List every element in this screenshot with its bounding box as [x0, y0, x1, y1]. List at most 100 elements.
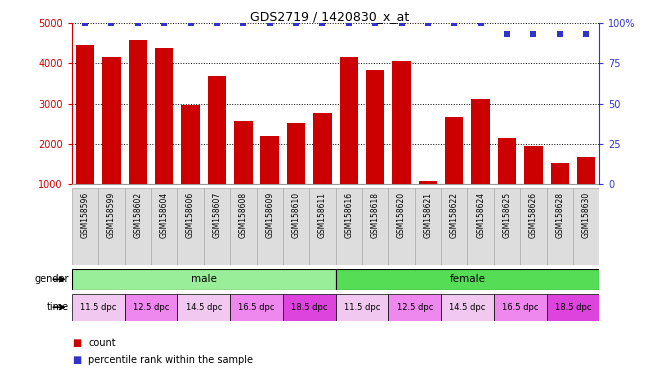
Text: male: male — [191, 274, 216, 285]
Point — [528, 31, 539, 37]
Point — [422, 20, 433, 26]
Bar — [577, 157, 595, 184]
Text: GSM158628: GSM158628 — [555, 192, 564, 238]
Text: GSM158618: GSM158618 — [371, 192, 379, 238]
Bar — [287, 123, 306, 184]
Point — [185, 20, 196, 26]
Bar — [494, 188, 520, 265]
Bar — [125, 188, 151, 265]
Text: GSM158630: GSM158630 — [581, 192, 591, 238]
Text: GSM158625: GSM158625 — [502, 192, 512, 238]
Text: percentile rank within the sample: percentile rank within the sample — [88, 355, 253, 365]
Bar — [234, 121, 253, 184]
Text: 18.5 dpc: 18.5 dpc — [291, 303, 327, 312]
Bar — [388, 188, 414, 265]
Text: GSM158604: GSM158604 — [160, 192, 169, 238]
Bar — [573, 188, 599, 265]
Text: female: female — [449, 274, 486, 285]
Bar — [283, 294, 335, 321]
Point — [554, 31, 565, 37]
Bar — [392, 61, 411, 184]
Text: ■: ■ — [72, 338, 81, 348]
Text: ■: ■ — [72, 355, 81, 365]
Bar — [414, 188, 441, 265]
Bar — [72, 188, 98, 265]
Point — [212, 20, 222, 26]
Text: GDS2719 / 1420830_x_at: GDS2719 / 1420830_x_at — [250, 10, 410, 23]
Bar — [362, 188, 388, 265]
Bar — [467, 188, 494, 265]
Text: GSM158606: GSM158606 — [186, 192, 195, 238]
Bar — [388, 294, 441, 321]
Point — [291, 20, 302, 26]
Bar — [72, 294, 125, 321]
Bar — [546, 294, 599, 321]
Bar — [208, 76, 226, 184]
Bar — [524, 146, 543, 184]
Bar — [155, 48, 174, 184]
Bar — [125, 294, 178, 321]
Bar — [550, 162, 569, 184]
Bar — [129, 40, 147, 184]
Bar — [98, 188, 125, 265]
Bar — [335, 188, 362, 265]
Bar — [230, 188, 257, 265]
Bar — [335, 294, 388, 321]
Text: GSM158622: GSM158622 — [449, 192, 459, 238]
Bar — [498, 137, 516, 184]
Bar — [178, 294, 230, 321]
Bar — [494, 294, 546, 321]
Bar — [310, 188, 336, 265]
Bar — [257, 188, 283, 265]
Bar — [339, 57, 358, 184]
Text: GSM158599: GSM158599 — [107, 192, 116, 238]
Text: 14.5 dpc: 14.5 dpc — [185, 303, 222, 312]
Text: 16.5 dpc: 16.5 dpc — [238, 303, 275, 312]
Point — [265, 20, 275, 26]
Bar — [546, 188, 573, 265]
Text: GSM158596: GSM158596 — [81, 192, 90, 238]
Point — [159, 20, 170, 26]
Bar — [204, 188, 230, 265]
Text: 11.5 dpc: 11.5 dpc — [344, 303, 380, 312]
Bar — [182, 105, 200, 184]
Bar — [441, 294, 494, 321]
Text: GSM158602: GSM158602 — [133, 192, 143, 238]
Point — [106, 20, 117, 26]
Text: 12.5 dpc: 12.5 dpc — [133, 303, 169, 312]
Point — [475, 20, 486, 26]
Bar — [72, 269, 335, 290]
Point — [343, 20, 354, 26]
Bar — [471, 99, 490, 184]
Text: GSM158611: GSM158611 — [318, 192, 327, 238]
Bar — [76, 45, 94, 184]
Point — [396, 20, 407, 26]
Text: GSM158610: GSM158610 — [292, 192, 300, 238]
Text: GSM158621: GSM158621 — [424, 192, 432, 238]
Bar — [520, 188, 546, 265]
Point — [238, 20, 249, 26]
Bar — [335, 269, 599, 290]
Text: GSM158620: GSM158620 — [397, 192, 406, 238]
Point — [80, 20, 90, 26]
Bar — [230, 294, 283, 321]
Text: 11.5 dpc: 11.5 dpc — [80, 303, 117, 312]
Text: 18.5 dpc: 18.5 dpc — [554, 303, 591, 312]
Bar — [366, 70, 384, 184]
Bar — [418, 181, 437, 184]
Text: 14.5 dpc: 14.5 dpc — [449, 303, 486, 312]
Text: GSM158608: GSM158608 — [239, 192, 248, 238]
Point — [581, 31, 591, 37]
Bar — [314, 113, 332, 184]
Text: time: time — [46, 302, 69, 312]
Point — [317, 20, 328, 26]
Point — [370, 20, 380, 26]
Text: gender: gender — [34, 274, 69, 285]
Text: GSM158616: GSM158616 — [345, 192, 353, 238]
Text: 12.5 dpc: 12.5 dpc — [397, 303, 433, 312]
Bar — [283, 188, 310, 265]
Point — [449, 20, 459, 26]
Text: 16.5 dpc: 16.5 dpc — [502, 303, 539, 312]
Point — [133, 20, 143, 26]
Point — [502, 31, 512, 37]
